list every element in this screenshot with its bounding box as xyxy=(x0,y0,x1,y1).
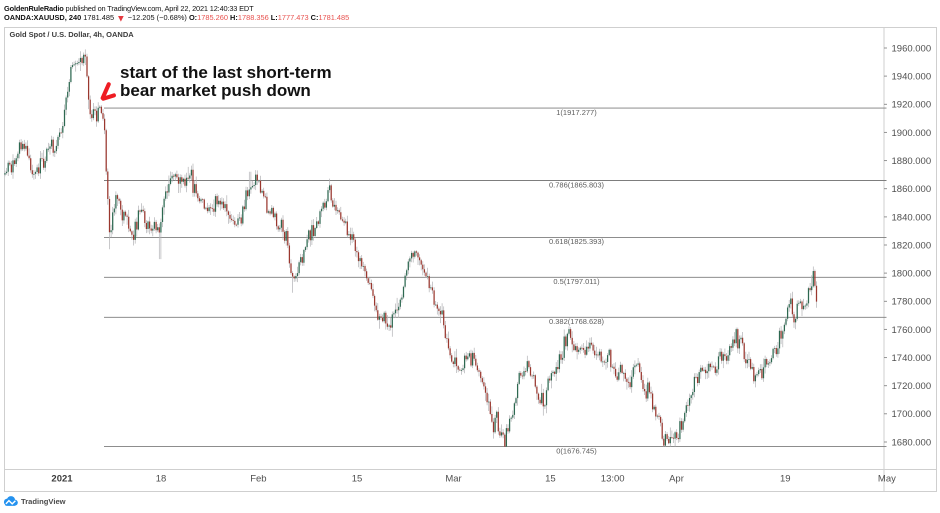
svg-text:15: 15 xyxy=(352,474,363,485)
svg-text:Feb: Feb xyxy=(250,474,266,485)
svg-text:0.382(1768.628): 0.382(1768.628) xyxy=(549,317,605,326)
svg-text:Gold Spot / U.S. Dollar, 4h, O: Gold Spot / U.S. Dollar, 4h, OANDA xyxy=(10,30,135,39)
svg-text:May: May xyxy=(878,474,896,485)
svg-text:0(1676.745): 0(1676.745) xyxy=(556,446,597,455)
svg-text:1940.000: 1940.000 xyxy=(892,72,932,83)
svg-text:1780.000: 1780.000 xyxy=(892,297,932,308)
svg-text:13:00: 13:00 xyxy=(601,474,625,485)
svg-text:1(1917.277): 1(1917.277) xyxy=(556,108,597,117)
svg-text:1900.000: 1900.000 xyxy=(892,128,932,139)
svg-text:1860.000: 1860.000 xyxy=(892,184,932,195)
svg-text:0.786(1865.803): 0.786(1865.803) xyxy=(549,180,605,189)
svg-text:15: 15 xyxy=(545,474,556,485)
svg-text:1820.000: 1820.000 xyxy=(892,240,932,251)
svg-text:1880.000: 1880.000 xyxy=(892,156,932,167)
svg-text:19: 19 xyxy=(780,474,791,485)
svg-text:1700.000: 1700.000 xyxy=(892,409,932,420)
svg-text:Apr: Apr xyxy=(669,474,684,485)
svg-text:2021: 2021 xyxy=(51,474,73,485)
svg-text:1800.000: 1800.000 xyxy=(892,269,932,280)
svg-text:1960.000: 1960.000 xyxy=(892,43,932,54)
svg-text:1720.000: 1720.000 xyxy=(892,381,932,392)
svg-text:1760.000: 1760.000 xyxy=(892,325,932,336)
svg-text:0.5(1797.011): 0.5(1797.011) xyxy=(553,277,600,286)
svg-text:1680.000: 1680.000 xyxy=(892,437,932,448)
svg-text:0.618(1825.393): 0.618(1825.393) xyxy=(549,237,605,246)
svg-text:1840.000: 1840.000 xyxy=(892,212,932,223)
svg-text:1740.000: 1740.000 xyxy=(892,353,932,364)
svg-text:1920.000: 1920.000 xyxy=(892,100,932,111)
svg-text:Mar: Mar xyxy=(445,474,461,485)
svg-text:18: 18 xyxy=(156,474,167,485)
